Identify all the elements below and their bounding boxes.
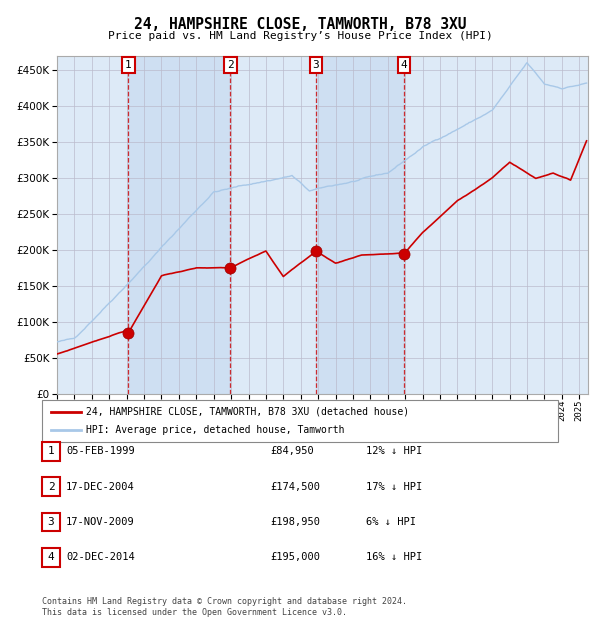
Text: 3: 3: [313, 60, 319, 70]
Text: 12% ↓ HPI: 12% ↓ HPI: [366, 446, 422, 456]
Text: HPI: Average price, detached house, Tamworth: HPI: Average price, detached house, Tamw…: [86, 425, 344, 435]
Text: 3: 3: [47, 517, 55, 527]
Text: 24, HAMPSHIRE CLOSE, TAMWORTH, B78 3XU (detached house): 24, HAMPSHIRE CLOSE, TAMWORTH, B78 3XU (…: [86, 407, 409, 417]
Text: 1: 1: [47, 446, 55, 456]
Text: 17-NOV-2009: 17-NOV-2009: [66, 517, 135, 527]
Text: 2: 2: [47, 482, 55, 492]
Text: £195,000: £195,000: [270, 552, 320, 562]
Text: 4: 4: [400, 60, 407, 70]
Text: 02-DEC-2014: 02-DEC-2014: [66, 552, 135, 562]
Bar: [128, 56, 230, 394]
Text: £84,950: £84,950: [270, 446, 314, 456]
Text: 17% ↓ HPI: 17% ↓ HPI: [366, 482, 422, 492]
Text: £198,950: £198,950: [270, 517, 320, 527]
Text: 17-DEC-2004: 17-DEC-2004: [66, 482, 135, 492]
Text: Price paid vs. HM Land Registry’s House Price Index (HPI): Price paid vs. HM Land Registry’s House …: [107, 31, 493, 41]
Text: 6% ↓ HPI: 6% ↓ HPI: [366, 517, 416, 527]
Text: 1: 1: [125, 60, 132, 70]
Text: 2: 2: [227, 60, 234, 70]
Text: 24, HAMPSHIRE CLOSE, TAMWORTH, B78 3XU: 24, HAMPSHIRE CLOSE, TAMWORTH, B78 3XU: [134, 17, 466, 32]
Bar: [316, 56, 404, 394]
Text: 4: 4: [47, 552, 55, 562]
Text: 16% ↓ HPI: 16% ↓ HPI: [366, 552, 422, 562]
Text: Contains HM Land Registry data © Crown copyright and database right 2024.
This d: Contains HM Land Registry data © Crown c…: [42, 598, 407, 617]
Text: £174,500: £174,500: [270, 482, 320, 492]
Text: 05-FEB-1999: 05-FEB-1999: [66, 446, 135, 456]
